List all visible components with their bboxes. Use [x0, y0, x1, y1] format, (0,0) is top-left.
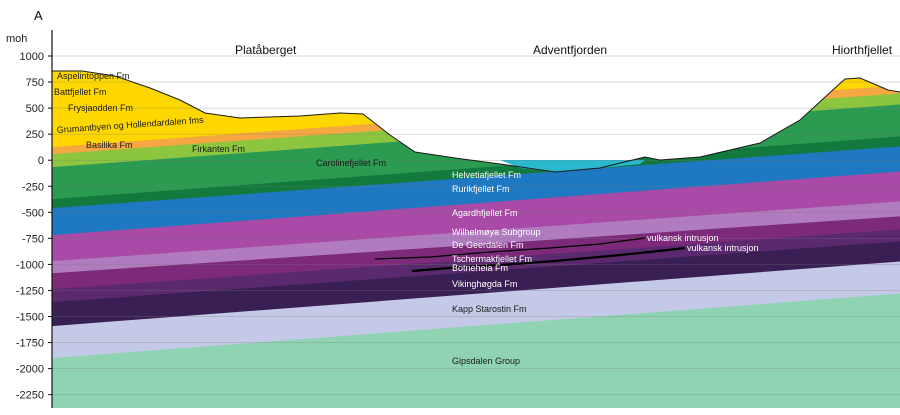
label-firkanten: Firkanten Fm: [192, 144, 245, 154]
label-degeerdalen: De Geerdalen Fm: [452, 240, 524, 250]
y-tick-label: -750: [22, 233, 44, 245]
label-agardhfjellet: Agardhfjellet Fm: [452, 208, 518, 218]
label-botneheia: Botneheia Fm: [452, 263, 508, 273]
label-frysjaodden: Frysjaodden Fm: [68, 103, 133, 113]
y-tick-label: -1750: [16, 338, 44, 350]
y-tick-label: -500: [22, 207, 44, 219]
y-tick-label: 250: [26, 129, 44, 141]
y-axis-unit: moh: [6, 33, 27, 45]
intrusion-lower-line: [411, 246, 686, 273]
y-tick-label: 750: [26, 77, 44, 89]
label-vikinghogda: Vikinghøgda Fm: [452, 279, 517, 289]
topography-line: [52, 70, 900, 173]
label-kappstarostin: Kapp Starostin Fm: [452, 304, 527, 314]
intrusion-upper-line: [374, 237, 646, 260]
y-tick-label: -2250: [16, 390, 44, 402]
y-tick-label: 1000: [20, 51, 44, 63]
y-axis-ticks: 1000 750 500 250 0 -250 -500 -750 -1000 -1250 -150…: [16, 51, 52, 402]
label-helvetiafjellet: Helvetiafjellet Fm: [452, 170, 521, 180]
label-carolinefjellet: Carolinefjellet Fm: [316, 158, 386, 168]
label-aspelintoppen: Aspelintoppen Fm: [57, 71, 130, 81]
label-intrusion-upper: vulkansk intrusjon: [647, 233, 719, 243]
label-gipsdalen: Gipsdalen Group: [452, 356, 520, 366]
y-tick-label: 0: [38, 155, 44, 167]
y-tick-label: -1000: [16, 259, 44, 271]
label-intrusion-lower: vulkansk intrusjon: [687, 243, 759, 253]
place-center: Adventfjorden: [533, 43, 607, 57]
y-tick-label: -1500: [16, 312, 44, 324]
panel-letter: A: [34, 8, 43, 23]
label-basilika: Basilika Fm: [86, 140, 133, 150]
label-tschermakfjellet: Tschermakfjellet Fm: [452, 254, 532, 264]
y-tick-label: 500: [26, 103, 44, 115]
place-east: Hiorthfjellet: [832, 43, 893, 57]
place-west: Platåberget: [235, 43, 297, 57]
y-tick-label: -250: [22, 181, 44, 193]
y-tick-label: -2000: [16, 364, 44, 376]
label-rurikfjellet: Rurikfjellet Fm: [452, 184, 510, 194]
y-tick-label: -1250: [16, 285, 44, 297]
label-battfjellet: Battfjellet Fm: [54, 87, 107, 97]
label-wilhelmoya: Wilhelmøya Subgroup: [452, 227, 541, 237]
gridlines: [52, 55, 900, 395]
